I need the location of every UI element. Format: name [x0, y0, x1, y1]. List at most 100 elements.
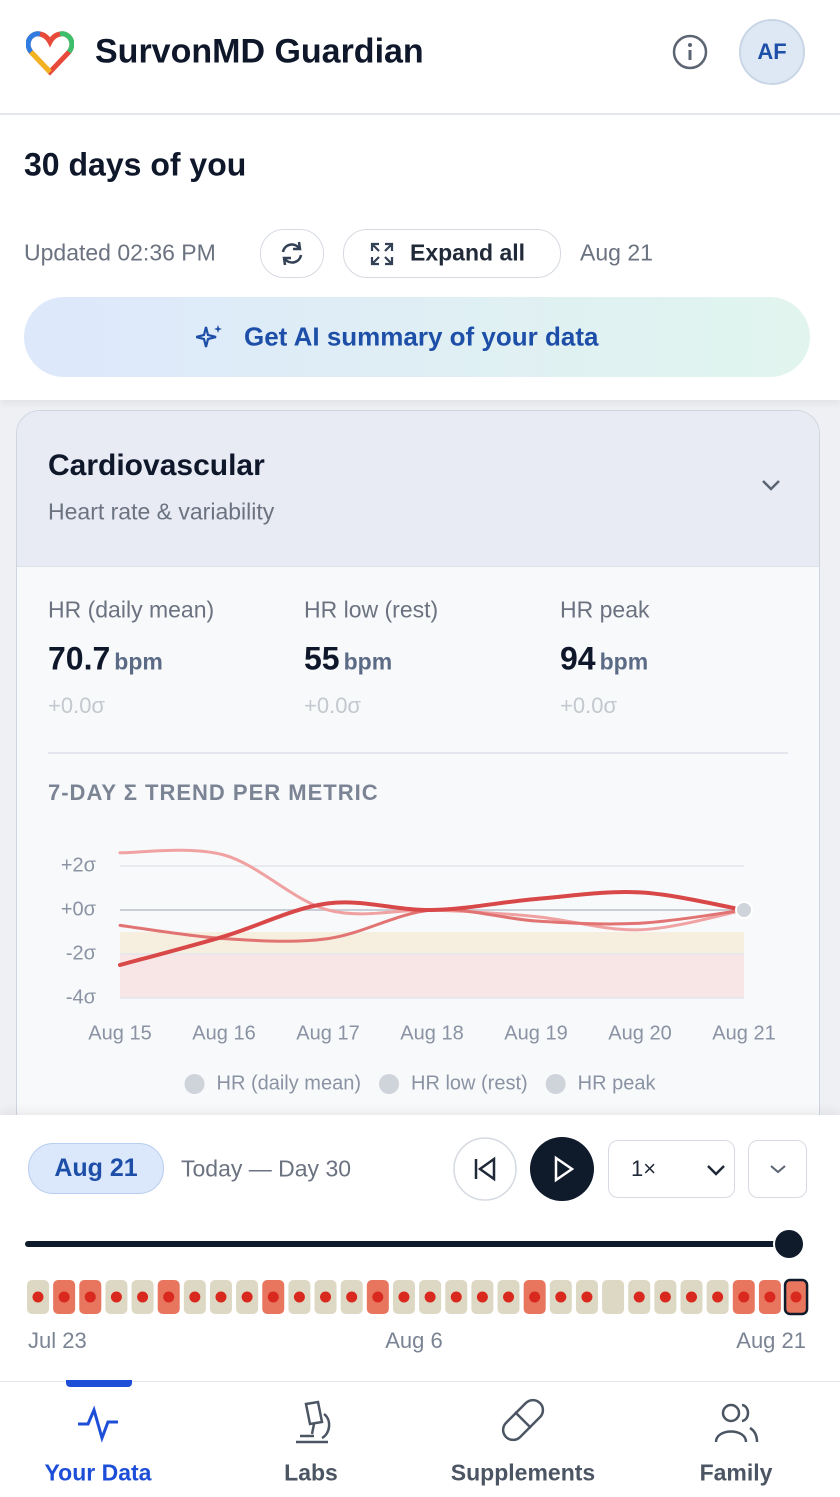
trend-line	[118, 848, 746, 932]
app-title: SurvonMD Guardian	[95, 32, 424, 71]
collapse-chevron[interactable]	[760, 478, 782, 492]
day-dot	[163, 1291, 175, 1303]
day-dot	[738, 1291, 750, 1303]
day-dot	[712, 1291, 724, 1303]
day-dot	[581, 1291, 593, 1303]
x-tick-label: Aug 19	[504, 1022, 567, 1044]
x-tick-label: Aug 16	[192, 1022, 255, 1044]
divider	[48, 752, 788, 754]
baseline-band	[120, 932, 744, 954]
timeline-start: Jul 23	[28, 1328, 87, 1353]
chart: +2σ +0σ -2σ -4σ Aug 15 Aug 16 Aug 17 Aug 18 Aug …	[61, 848, 776, 1094]
day-dot	[659, 1291, 671, 1303]
day-dot	[84, 1291, 96, 1303]
legend-marker	[545, 1074, 566, 1094]
timeline-end: Aug 21	[736, 1328, 806, 1353]
metric-delta: +0.0σ	[304, 693, 362, 718]
panel-toggle[interactable]	[748, 1140, 807, 1198]
day-dot	[503, 1291, 515, 1303]
day-dot	[450, 1291, 462, 1303]
active-indicator	[66, 1380, 132, 1387]
metric-unit: bpm	[114, 648, 163, 675]
trend-line	[118, 890, 746, 967]
day-dot	[215, 1291, 227, 1303]
day-cell	[602, 1280, 625, 1314]
metric-value: 70.7	[48, 640, 111, 677]
day-strip	[27, 1278, 809, 1316]
sparkle-icon	[196, 325, 222, 348]
x-tick-label: Aug 21	[712, 1022, 775, 1044]
legend-label: HR low (rest)	[411, 1072, 528, 1094]
play-button[interactable]	[530, 1137, 594, 1201]
rewind-button[interactable]	[452, 1136, 518, 1202]
speed-chevron	[707, 1165, 725, 1176]
header	[0, 0, 840, 115]
day-dot	[267, 1291, 279, 1303]
ai-summary-label: Get AI summary of your data	[244, 321, 599, 352]
y-tick-label: -2σ	[66, 942, 97, 964]
x-tick-label: Aug 20	[608, 1022, 671, 1044]
speed-label: 1×	[631, 1156, 657, 1181]
logo	[26, 31, 74, 76]
updated-text: Updated 02:36 PM	[24, 239, 216, 266]
metric-label: HR (daily mean)	[48, 596, 215, 623]
info-button[interactable]	[672, 34, 708, 70]
x-tick-label: Aug 15	[88, 1022, 151, 1044]
y-tick-label: -4σ	[66, 986, 97, 1008]
day-dot	[32, 1291, 44, 1303]
x-tick-label: Aug 17	[296, 1022, 359, 1044]
speed-select[interactable]: 1×	[608, 1140, 735, 1198]
metric-delta: +0.0σ	[560, 693, 618, 718]
nav-label: Supplements	[450, 1459, 596, 1486]
card-header[interactable]	[17, 411, 819, 567]
day-dot	[137, 1291, 149, 1303]
metric-unit: bpm	[343, 648, 393, 675]
day-dot	[555, 1291, 567, 1303]
nav-label: Your Data	[44, 1459, 152, 1486]
day-caption: Today — Day 30	[181, 1155, 352, 1182]
day-dot	[790, 1291, 802, 1303]
nav-icons	[78, 1398, 759, 1444]
summary-date: Aug 21	[580, 239, 653, 266]
metric-value: 94	[560, 640, 596, 677]
avatar[interactable]: AF	[739, 19, 805, 85]
day-dot	[372, 1291, 384, 1303]
refresh-button[interactable]	[260, 229, 324, 278]
expand-all-label: Expand all	[410, 239, 526, 266]
day-dot	[529, 1291, 541, 1303]
legend-label: HR peak	[578, 1072, 657, 1094]
nav-label: Family	[699, 1459, 773, 1486]
expand-icon	[370, 242, 394, 266]
baseline-band	[120, 954, 744, 998]
metric-unit: bpm	[599, 648, 649, 675]
day-dot	[686, 1291, 697, 1303]
day-dot	[398, 1291, 410, 1303]
day-dot	[58, 1291, 70, 1303]
legend-marker	[379, 1074, 399, 1094]
expand-all-button[interactable]: Expand all	[343, 229, 561, 278]
day-dot	[110, 1291, 122, 1303]
legend-marker	[184, 1074, 205, 1094]
day-dot	[346, 1291, 358, 1303]
metric-value-row: 55 bpm	[304, 641, 392, 678]
day-dot	[189, 1291, 201, 1303]
day-dot	[476, 1291, 488, 1303]
y-tick-label: +0σ	[61, 898, 97, 920]
current-date-pill: Aug 21	[28, 1143, 164, 1194]
end-marker	[735, 901, 753, 919]
metric-value: 55	[304, 640, 340, 677]
legend-label: HR (daily mean)	[217, 1072, 361, 1094]
chart-title: 7-DAY Σ TREND PER METRIC	[48, 780, 379, 805]
card-title: Cardiovascular	[48, 449, 265, 482]
refresh-icon	[281, 241, 303, 266]
day-dot	[293, 1291, 305, 1303]
nav-label: Labs	[284, 1459, 338, 1486]
summary-title: 30 days of you	[24, 146, 247, 183]
metric-delta: +0.0σ	[48, 693, 106, 718]
day-dot	[764, 1291, 776, 1303]
metric-label: HR peak	[560, 596, 650, 623]
metric-value-row: 94 bpm	[560, 641, 648, 678]
scrubber[interactable]	[20, 1226, 820, 1262]
ai-summary-button[interactable]: Get AI summary of your data	[24, 297, 810, 377]
